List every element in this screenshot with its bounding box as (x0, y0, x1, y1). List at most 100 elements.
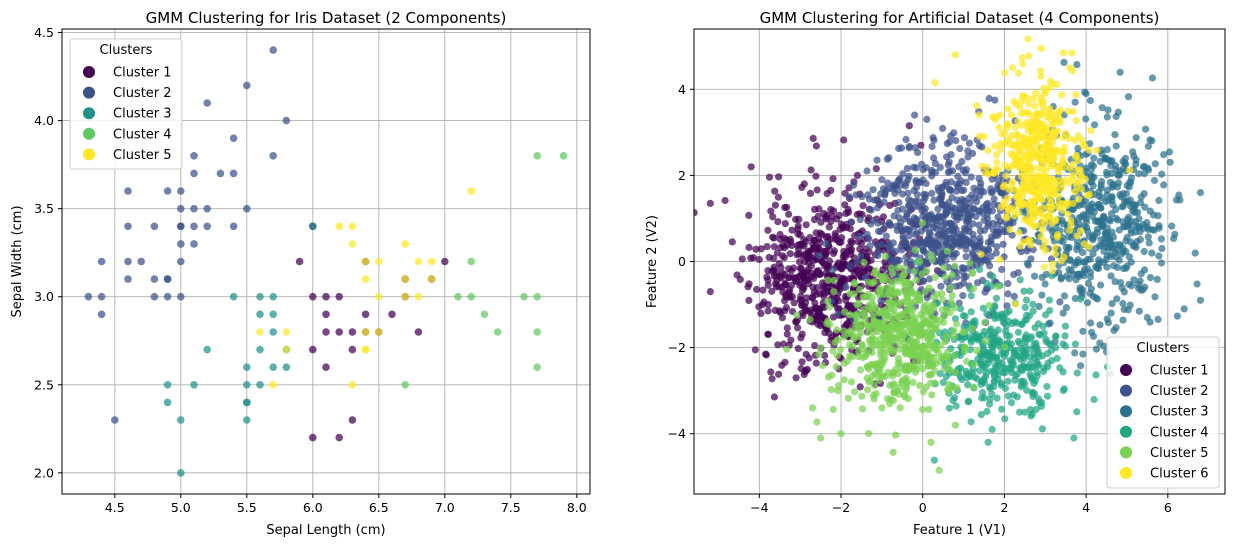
data-point (844, 394, 853, 402)
data-point (282, 116, 291, 125)
data-point (97, 310, 106, 319)
data-point (1139, 286, 1147, 294)
data-point (983, 279, 991, 287)
data-point (137, 257, 145, 266)
data-point (1046, 77, 1054, 85)
data-point (905, 244, 913, 252)
data-point (999, 240, 1007, 248)
data-point (1079, 327, 1087, 335)
data-point (1014, 117, 1022, 125)
data-point (1049, 260, 1057, 268)
data-point (1158, 170, 1166, 178)
data-point (1023, 386, 1031, 394)
legend-marker (1120, 446, 1132, 459)
data-point (947, 298, 955, 306)
data-point (812, 172, 820, 180)
data-point (894, 264, 902, 272)
data-point (269, 310, 278, 319)
data-point (1037, 67, 1045, 75)
data-point (938, 251, 946, 260)
data-point (755, 255, 763, 264)
data-point (269, 292, 278, 301)
data-point (1006, 332, 1014, 340)
data-point (1166, 158, 1174, 166)
data-point (801, 367, 809, 375)
data-point (882, 232, 890, 240)
data-point (966, 259, 974, 267)
data-point (986, 262, 994, 270)
data-point (177, 416, 185, 424)
data-point (757, 309, 765, 317)
legend-box (69, 38, 183, 170)
data-point (1003, 302, 1011, 310)
data-point (846, 311, 854, 319)
legend-entry: Cluster 2 (113, 86, 172, 101)
data-point (493, 328, 502, 336)
data-point (994, 220, 1002, 228)
data-point (1151, 293, 1159, 301)
data-point (816, 239, 824, 247)
x-tick-label: 6.5 (369, 500, 389, 515)
data-point (1002, 214, 1010, 222)
data-point (991, 96, 999, 104)
data-point (1092, 244, 1100, 252)
data-point (870, 278, 878, 286)
data-point (1078, 136, 1086, 144)
series-2 (84, 46, 291, 424)
chart-panel-1: GMM Clustering for Iris Dataset (2 Compo… (10, 9, 591, 538)
data-point (1004, 105, 1012, 113)
data-point (1053, 354, 1061, 362)
data-point (913, 290, 922, 298)
data-point (985, 94, 993, 103)
data-point (911, 230, 919, 238)
data-point (785, 210, 793, 218)
data-point (177, 292, 185, 301)
data-point (778, 361, 786, 369)
data-point (840, 376, 848, 384)
data-point (981, 318, 989, 326)
data-point (1085, 146, 1093, 154)
data-point (917, 141, 925, 149)
data-point (533, 152, 541, 160)
data-point (976, 259, 985, 267)
data-point (983, 310, 991, 318)
data-point (839, 223, 847, 231)
data-point (814, 307, 822, 315)
y-tick-label: 0 (678, 254, 686, 269)
data-point (962, 178, 970, 186)
data-point (783, 241, 791, 249)
data-point (1000, 348, 1008, 357)
data-point (975, 111, 983, 119)
data-point (853, 310, 862, 318)
legend-entry: Cluster 5 (1150, 446, 1209, 461)
data-point (911, 111, 919, 119)
data-point (1012, 372, 1020, 380)
data-point (243, 81, 251, 90)
data-point (869, 186, 877, 194)
data-point (1032, 405, 1040, 414)
data-point (962, 357, 971, 366)
data-point (928, 333, 936, 341)
data-point (309, 222, 317, 231)
data-point (887, 221, 895, 230)
data-point (982, 285, 991, 293)
legend: Clusters Cluster 1 Cluster 2 Cluster 3 Clust… (1106, 336, 1220, 489)
data-point (919, 277, 928, 285)
data-point (823, 283, 831, 291)
data-point (1010, 212, 1018, 220)
data-point (783, 345, 791, 353)
data-point (941, 338, 950, 346)
data-point (256, 292, 264, 301)
data-point (947, 178, 955, 186)
data-point (764, 307, 772, 315)
data-point (1041, 90, 1049, 98)
data-point (1104, 196, 1112, 205)
data-point (1000, 130, 1008, 138)
data-point (802, 221, 810, 229)
data-point (921, 194, 929, 202)
data-point (841, 201, 849, 209)
data-point (1118, 203, 1126, 211)
data-point (401, 381, 410, 389)
data-point (976, 242, 984, 250)
data-point (1089, 250, 1097, 258)
